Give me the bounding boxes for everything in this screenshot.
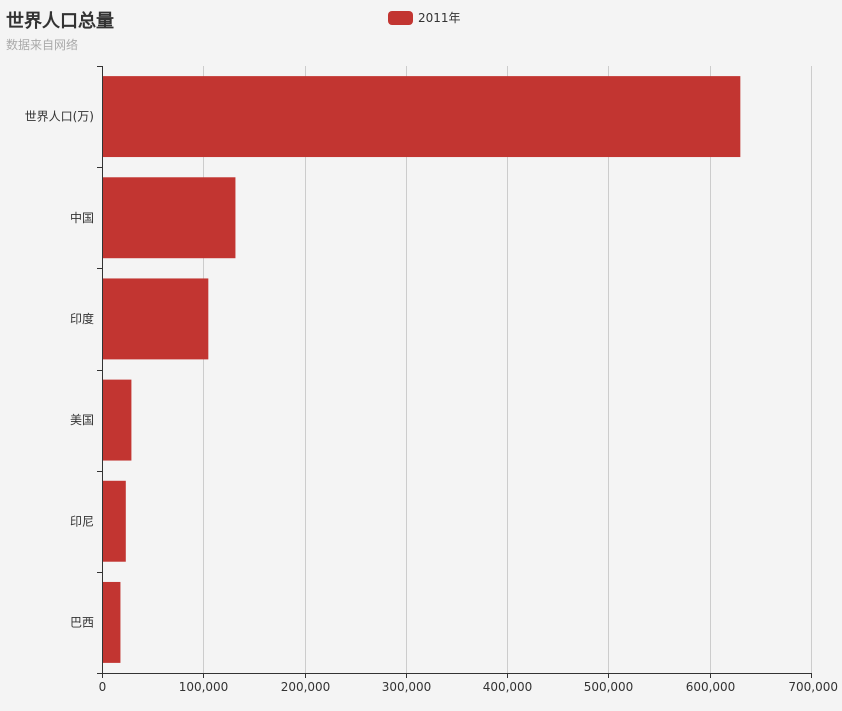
bar-6[interactable] xyxy=(102,581,121,663)
bar-2[interactable] xyxy=(102,177,236,259)
y-tick-label: 印度 xyxy=(70,311,94,326)
chart-title: 世界人口总量 xyxy=(6,11,114,32)
y-tick-label: 印尼 xyxy=(70,514,94,528)
x-tick-label: 200,000 xyxy=(281,680,331,694)
x-tick-label: 700,000 xyxy=(788,680,838,694)
chart-subtitle: 数据来自网络 xyxy=(6,38,79,52)
bar-3[interactable] xyxy=(102,278,209,360)
bar-1[interactable] xyxy=(102,76,741,158)
x-tick-label: 600,000 xyxy=(686,680,736,694)
x-tick-label: 300,000 xyxy=(382,680,432,694)
y-tick-label: 世界人口(万) xyxy=(25,110,94,124)
x-tick-label: 0 xyxy=(99,680,107,694)
bar-4[interactable] xyxy=(102,379,132,461)
bar-5[interactable] xyxy=(102,480,126,562)
x-tick-label: 100,000 xyxy=(179,680,229,694)
y-tick-label: 美国 xyxy=(70,413,94,427)
legend-item-2011[interactable]: 2011年 xyxy=(388,9,461,26)
legend-swatch xyxy=(388,10,413,25)
y-tick-label: 中国 xyxy=(70,210,94,225)
legend-label: 2011年 xyxy=(418,11,461,25)
x-tick-label: 400,000 xyxy=(483,680,533,694)
y-tick-label: 巴西 xyxy=(70,615,94,629)
x-tick-label: 500,000 xyxy=(584,680,634,694)
